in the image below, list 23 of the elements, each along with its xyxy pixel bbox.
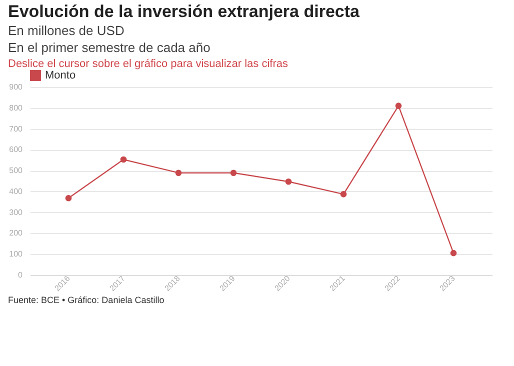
y-tick-label: 100 [9,250,24,259]
y-tick-label: 200 [9,228,24,238]
text: Deslice el cursor sobre el gráfico para visualizar las cifras [8,58,289,70]
point [450,250,457,256]
y-tick-label: 400 [9,186,24,196]
point [285,178,292,185]
point [120,156,127,163]
legend-label: Monto [45,70,76,82]
y-tick-label: 900 [9,82,24,92]
y-tick-label: 800 [9,103,24,112]
y-tick-label: 0 [18,270,24,280]
source-note: Fuente: BCE • Gráfico: Daniela Castillo [8,295,166,305]
point [395,102,402,109]
chart-subtitle: En millones de USD En el primer semestre de cada año [8,22,212,56]
y-tick-label: 600 [9,145,24,154]
chart-title: Evolución de la inversión extranjera directa [8,2,360,22]
point [175,170,182,176]
y-tick-label: 500 [9,166,24,176]
point [340,191,347,198]
y-tick-label: 700 [9,124,24,134]
point [65,194,72,202]
y-tick-label: 300 [9,208,24,217]
point [230,170,237,176]
